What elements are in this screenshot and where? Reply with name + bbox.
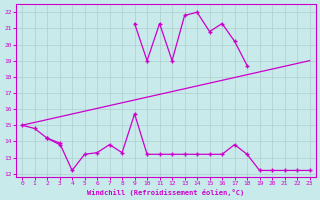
X-axis label: Windchill (Refroidissement éolien,°C): Windchill (Refroidissement éolien,°C): [87, 189, 244, 196]
